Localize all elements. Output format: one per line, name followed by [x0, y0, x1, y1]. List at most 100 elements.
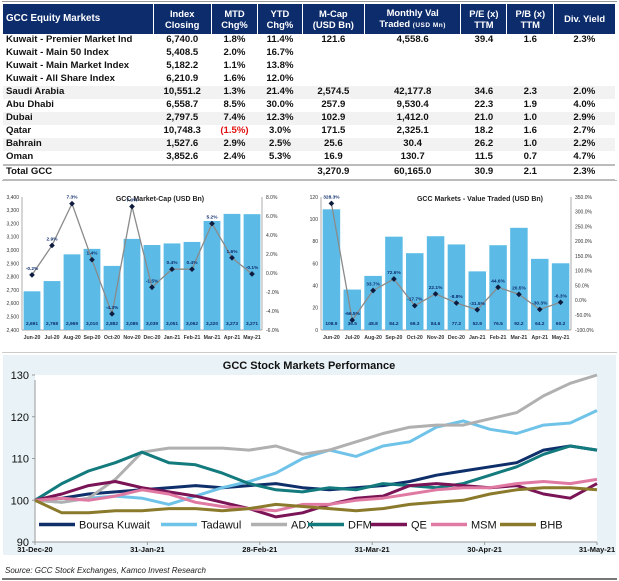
bar: [123, 238, 141, 330]
x-tick-label: Oct-20: [407, 335, 423, 341]
cell-pe: 39.4: [474, 34, 494, 46]
header-line1: YTD: [270, 7, 290, 19]
cell-val: 9,530.4: [396, 99, 429, 111]
y-tick-label: 0: [315, 328, 318, 334]
change-label: -8.8%: [450, 294, 463, 300]
change-label: 22.1%: [429, 285, 443, 291]
bar-value-label: 64.2: [535, 321, 545, 327]
cell-mtd: 2.4%: [223, 151, 246, 162]
cell-name: Total GCC: [3, 163, 153, 181]
cell-ytd: 30.0%: [266, 99, 294, 111]
y-tick-label: 2,800: [6, 275, 19, 281]
change-marker: [149, 284, 155, 291]
cell-close: 5,408.5: [166, 47, 199, 59]
legend-label: Boursa Kuwait: [79, 519, 150, 531]
y-tick-label: 3,400: [6, 195, 19, 201]
market-cap-chart: GCC Market-Cap (USD Bn) 2,400 2,500 2,600 2,…: [6, 195, 279, 341]
x-tick-label: May-21: [243, 335, 261, 341]
series-line-bhb: [34, 486, 598, 515]
table-row: Qatar 10,748.3 (1.5%) 3.0% 171.5 2,325.1 18.2 1…: [3, 125, 615, 138]
cell-pb: 1.0: [506, 138, 554, 151]
cell-pb: 0.7: [523, 151, 537, 162]
cell-pe: [461, 73, 507, 86]
change-label: -66.5%: [345, 311, 361, 317]
table-row: Kuwait - All Share Index 6,210.9 1.6% 12.0%: [3, 73, 615, 86]
cell-val: 1,412.0: [364, 112, 461, 125]
header-pe: P/E (x) TTM: [460, 4, 508, 34]
x-tick-label: Sep-20: [385, 335, 402, 341]
change-label: 7.0%: [127, 198, 139, 204]
bar: [447, 244, 466, 330]
table-row: Abu Dhabi 6,558.7 8.5% 30.0% 257.9 9,530.4 22.…: [3, 99, 615, 112]
x-tick-label: Oct-20: [104, 335, 120, 341]
cell-val: [364, 60, 460, 73]
cell-mtd: 8.5%: [223, 99, 246, 111]
legend-label: QE: [411, 519, 427, 531]
cell-close: 10,551.2: [153, 86, 212, 99]
y-tick-label: 100: [11, 495, 29, 507]
cell-pe: [461, 47, 507, 60]
cell-pb: 1.6: [523, 34, 537, 46]
bar-value-label: 2,969: [66, 321, 78, 327]
table-header-row: GCC Equity Markets Index Closing MTD Chg% …: [3, 4, 615, 34]
cell-dy: 2.9%: [553, 112, 615, 125]
bar: [183, 241, 201, 330]
x-tick-label: May-21: [552, 335, 570, 341]
chart-title: GCC Markets - Value Traded (USD Bn): [417, 196, 543, 203]
cell-dy: 2.7%: [573, 125, 596, 137]
x-tick-label: Dec-20: [143, 335, 160, 341]
header-line2: TTM: [520, 19, 540, 30]
cell-name: Kuwait - All Share Index: [6, 73, 115, 85]
cell-name: Dubai: [3, 112, 153, 125]
cell-val: [364, 73, 460, 86]
series-line-tadawul: [34, 409, 598, 506]
bar-value-label: 3,220: [206, 321, 218, 327]
x-tick-label: Mar-21: [511, 335, 528, 341]
cell-mtd: (1.5%): [220, 125, 249, 137]
cell-dy: [554, 47, 615, 60]
header-mcap: M-Cap (USD Bn): [302, 4, 365, 34]
change-label: -17.7%: [407, 297, 423, 303]
legend-label: Tadawul: [201, 519, 241, 531]
legend-label: MSM: [471, 519, 497, 531]
change-marker: [169, 266, 175, 273]
cell-mtd: 2.9%: [211, 138, 258, 151]
cell-pb: 2.3: [506, 86, 554, 99]
cell-close: 6,210.9: [166, 73, 199, 85]
y-tick-label: 90: [17, 537, 29, 549]
bar-value-label: 69.3: [410, 321, 420, 327]
x-tick-label: Apr-21: [532, 335, 549, 341]
x-tick-label: Jan-21: [164, 335, 181, 341]
y2-tick-label: 4.0%: [266, 233, 278, 239]
y-tick-label: 2,700: [6, 288, 19, 294]
cell-pe: 11.5: [474, 151, 493, 162]
cell-mtd: 1.3%: [211, 86, 258, 99]
cell-dy: 4.0%: [573, 99, 596, 111]
y-tick-label: 2,500: [6, 315, 19, 321]
y-tick-label: 130: [11, 370, 29, 382]
header-monthly-val: Monthly Val Traded (USD Mn): [364, 4, 462, 34]
y-tick-label: 2,600: [6, 301, 19, 307]
x-tick-label: 28-Feb-21: [242, 545, 277, 554]
cell-name: Saudi Arabia: [3, 86, 153, 99]
change-label: -0.1%: [246, 265, 259, 271]
change-marker: [229, 254, 235, 261]
y-tick-label: 3,100: [6, 235, 19, 241]
y2-tick-label: -100.0%: [575, 328, 594, 334]
change-marker: [328, 200, 335, 207]
y-tick-label: 100: [310, 217, 319, 223]
x-tick-label: Sep-20: [83, 335, 100, 341]
legend-label: ADX: [291, 519, 314, 531]
cell-name: Abu Dhabi: [6, 99, 54, 111]
y2-tick-label: 200.0%: [575, 239, 593, 245]
cell-dy: 2.3%: [573, 34, 596, 46]
cell-mtd: 2.0%: [223, 47, 246, 59]
bar: [103, 265, 121, 330]
table-row: Dubai 2,797.5 7.4% 12.3% 102.9 1,412.0 21.0 1.0…: [3, 112, 615, 125]
header-line2: TTM: [474, 19, 494, 30]
divider: [2, 352, 617, 353]
bar-value-label: 2,691: [26, 321, 38, 327]
change-label: 328.3%: [323, 194, 340, 200]
header-line2: Closing: [165, 19, 200, 30]
cell-val: 4,558.6: [396, 34, 429, 46]
